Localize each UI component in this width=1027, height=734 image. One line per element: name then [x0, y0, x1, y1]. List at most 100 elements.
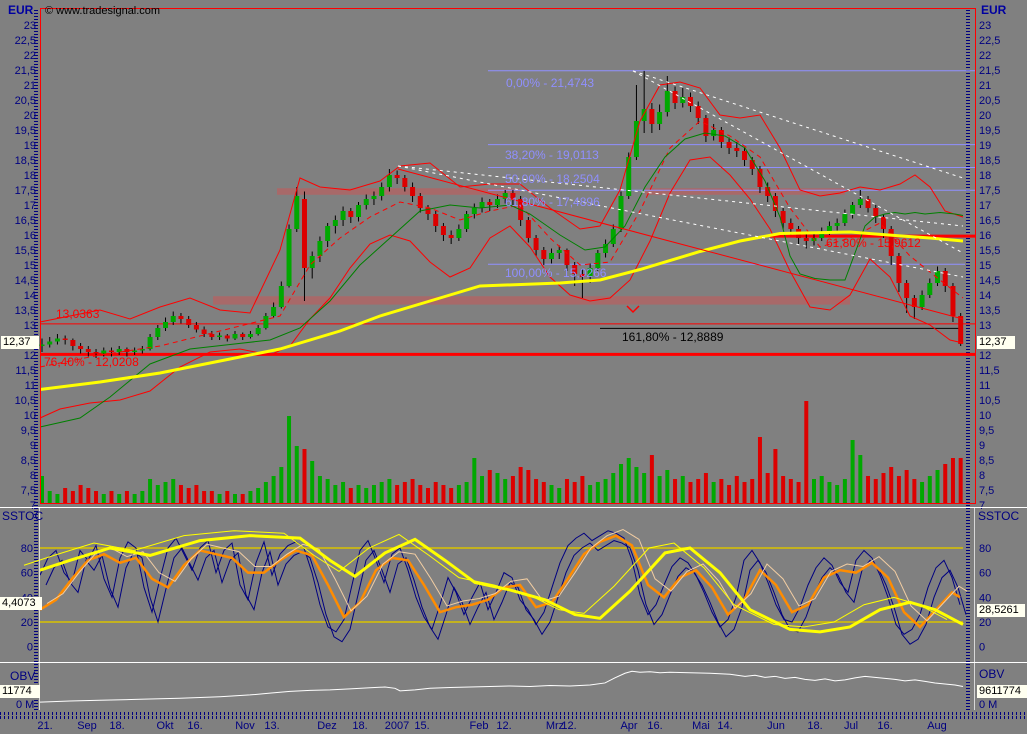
x-axis-label: 16. [187, 720, 202, 732]
y-tick-label-right: 22,5 [979, 35, 1000, 47]
volume-bar [364, 488, 369, 503]
volume-bar [395, 485, 400, 503]
y-tick-label-right: 20,5 [979, 95, 1000, 107]
candle-body [433, 214, 439, 226]
y-tick-label-left: 9 [30, 440, 36, 452]
volume-bar [603, 479, 608, 503]
copyright-label: © www.tradesignal.com [45, 5, 161, 17]
volume-bar [518, 467, 523, 503]
obv-pane-title-right: OBV [979, 667, 1005, 681]
candle-body [780, 211, 786, 223]
volume-bar [588, 485, 593, 503]
volume-bar [480, 476, 485, 503]
candle-body [201, 329, 207, 334]
y-tick-label-left: 23 [24, 20, 36, 32]
volume-bar [379, 482, 384, 503]
candle-body [880, 217, 886, 229]
volume-bar [827, 482, 832, 503]
volume-bar [171, 479, 176, 503]
sstoc-pane-separator [0, 507, 1027, 508]
sstoc-tick-right: 0 [979, 642, 985, 654]
candle-body [163, 322, 169, 328]
candle-body [448, 235, 454, 238]
candle-body [348, 211, 354, 217]
volume-bar [611, 473, 616, 503]
candle-body [950, 286, 956, 316]
x-axis-label: Nov [235, 720, 255, 732]
volume-bar [55, 494, 60, 503]
volume-bar [850, 440, 855, 503]
volume-bar [256, 488, 261, 503]
volume-bar [426, 488, 430, 503]
candle-body [564, 250, 570, 265]
candle-body [232, 334, 238, 339]
y-tick-label-right: 20 [979, 110, 991, 122]
candle-body [209, 334, 215, 337]
candle-body [410, 187, 416, 196]
candle-body [440, 226, 446, 235]
volume-bar [109, 491, 114, 503]
volume-bar [495, 473, 500, 503]
volume-bar [935, 470, 940, 503]
x-axis-label: 16. [877, 720, 892, 732]
y-tick-label-left: 15 [24, 260, 36, 272]
y-tick-label-right: 16 [979, 230, 991, 242]
candle-body [386, 175, 392, 187]
y-tick-label-right: 17,5 [979, 185, 1000, 197]
volume-bar [858, 455, 863, 503]
volume-bar [70, 491, 75, 503]
stoch-fast [39, 530, 961, 635]
candle-body [873, 208, 879, 217]
volume-bar [433, 482, 438, 503]
volume-bar [186, 488, 191, 503]
volume-bar [333, 485, 338, 503]
candle-body [356, 205, 362, 217]
candle-body [603, 244, 609, 253]
volume-bar [665, 470, 670, 503]
candle-body [263, 316, 269, 328]
stoch-fast-2 [45, 540, 967, 645]
y-tick-label-left: 8 [30, 470, 36, 482]
y-tick-label-left: 20 [24, 110, 36, 122]
stoch-slow-pink [46, 528, 968, 622]
candle-body [425, 208, 431, 214]
stoch-smooth-yellow-thin [23, 530, 948, 628]
candle-body [911, 298, 917, 307]
candle-body [456, 229, 462, 238]
volume-bar [649, 455, 654, 503]
y-tick-label-left: 8,5 [21, 455, 36, 467]
candle-body [757, 169, 763, 187]
candle-body [749, 160, 755, 169]
candle-body [309, 256, 315, 268]
green-ma [39, 132, 964, 428]
y-tick-label-left: 7 [30, 500, 36, 512]
x-axis-label: 15. [414, 720, 429, 732]
volume-bar [796, 482, 801, 503]
candle-body [108, 350, 114, 352]
volume-bar [163, 482, 168, 503]
price-pane-top-border [40, 8, 975, 9]
candle-body [170, 316, 176, 322]
volume-bar [943, 464, 948, 503]
candle-body [317, 241, 323, 256]
candle-body [850, 205, 856, 214]
x-axis-label: Okt [156, 720, 173, 732]
candle-body [695, 106, 701, 118]
last-price-tag-right: 12,37 [977, 336, 1015, 349]
x-axis-label: 18. [109, 720, 124, 732]
y-tick-label-right: 9,5 [979, 425, 994, 437]
fib-label: 61,80% - 15,9612 [826, 236, 921, 250]
obv-pane-separator [0, 662, 1027, 663]
volume-bar [225, 491, 230, 503]
candle-body [54, 338, 60, 342]
volume-bar [40, 476, 44, 503]
volume-bar [310, 461, 315, 503]
candle-body [39, 344, 45, 346]
candle-body [155, 328, 161, 337]
candle-body [718, 130, 724, 142]
volume-bar [441, 485, 446, 503]
candle-body [533, 238, 539, 250]
sstoc-tick-left: 0 [27, 642, 33, 654]
